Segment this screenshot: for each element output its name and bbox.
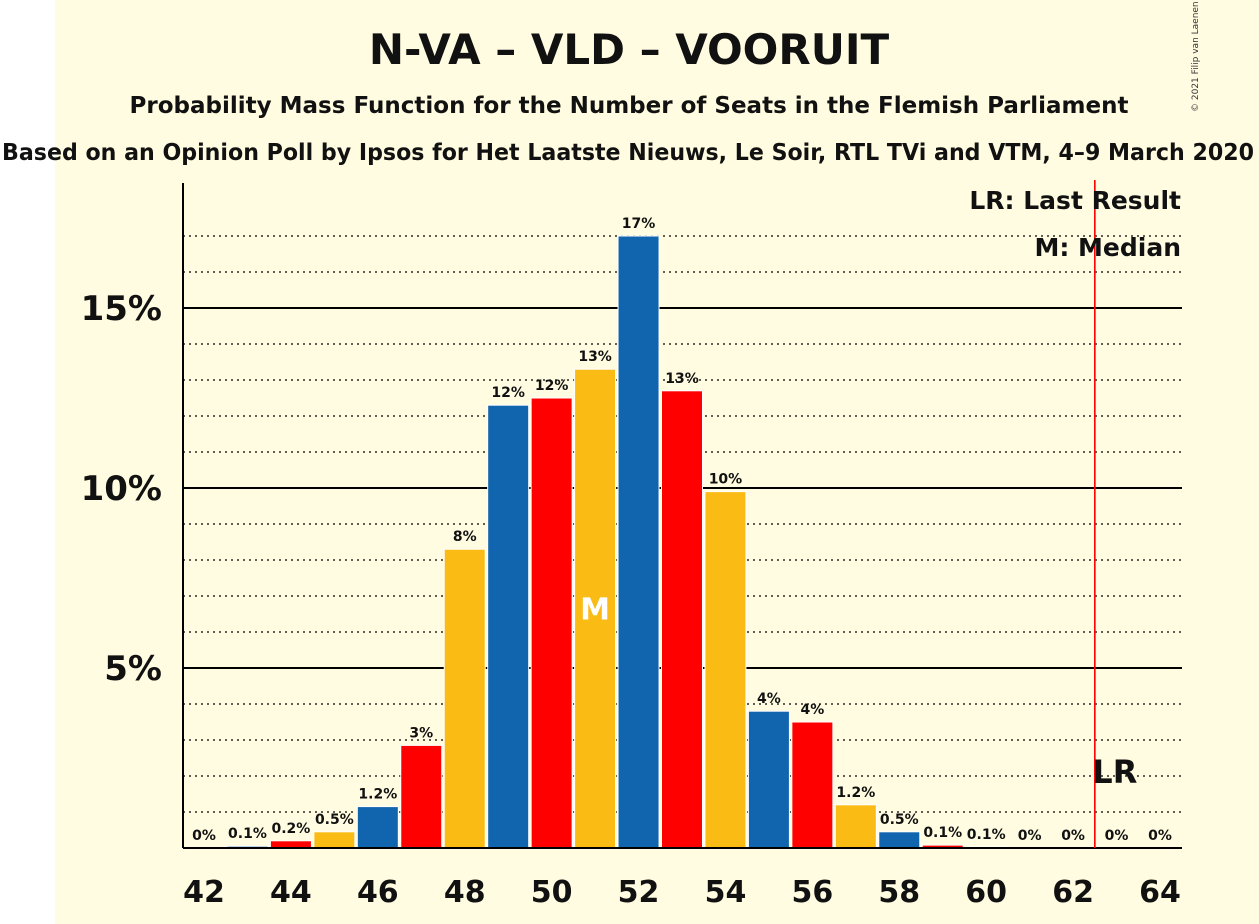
y-tick-label-10: 10% xyxy=(81,469,162,509)
x-tick-label-50: 50 xyxy=(531,875,573,910)
bar-44 xyxy=(269,840,312,849)
chart-title: N-VA – VLD – VOORUIT xyxy=(369,25,890,74)
bar-label-50: 12% xyxy=(535,378,569,394)
y-tick-label-15: 15% xyxy=(81,289,162,329)
x-tick-label-58: 58 xyxy=(878,875,920,910)
bar-label-44: 0.2% xyxy=(271,821,310,837)
x-tick-label-48: 48 xyxy=(444,875,486,910)
bar-label-54: 10% xyxy=(709,472,743,488)
bar-label-61: 0% xyxy=(1018,828,1042,844)
bar-45 xyxy=(313,831,356,849)
bar-label-62: 0% xyxy=(1061,828,1085,844)
x-tick-label-52: 52 xyxy=(618,875,660,910)
bar-56 xyxy=(791,721,834,849)
bar-label-48: 8% xyxy=(453,529,477,545)
bar-label-53: 13% xyxy=(665,371,699,387)
bar-label-52: 17% xyxy=(622,216,656,232)
median-marker: M xyxy=(580,593,610,628)
bar-53 xyxy=(661,390,703,849)
x-tick-label-56: 56 xyxy=(791,875,833,910)
x-tick-label-64: 64 xyxy=(1139,875,1181,910)
bar-label-60: 0.1% xyxy=(967,827,1006,843)
bar-label-46: 1.2% xyxy=(358,787,397,803)
bar-49 xyxy=(487,404,530,849)
chart-subtitle: Probability Mass Function for the Number… xyxy=(130,93,1129,119)
bar-label-58: 0.5% xyxy=(880,812,919,828)
x-tick-label-44: 44 xyxy=(270,875,312,910)
bar-label-63: 0% xyxy=(1105,828,1129,844)
chart-source: Based on an Opinion Poll by Ipsos for He… xyxy=(2,140,1254,166)
x-tick-label-62: 62 xyxy=(1052,875,1094,910)
bar-label-56: 4% xyxy=(800,702,824,718)
bar-48 xyxy=(443,548,486,849)
last-result-marker: LR xyxy=(1092,753,1137,791)
bar-54 xyxy=(704,491,747,849)
bar-label-64: 0% xyxy=(1148,828,1172,844)
y-tick-label-5: 5% xyxy=(104,649,162,689)
bar-label-51: 13% xyxy=(578,349,612,365)
x-tick-label-60: 60 xyxy=(965,875,1007,910)
bar-label-42: 0% xyxy=(192,828,216,844)
bar-52 xyxy=(617,235,660,849)
bar-label-43: 0.1% xyxy=(228,826,267,842)
bar-46 xyxy=(356,806,399,849)
bar-50 xyxy=(530,397,573,849)
bar-label-49: 12% xyxy=(491,385,525,401)
bar-label-47: 3% xyxy=(409,725,433,741)
bar-58 xyxy=(878,831,921,849)
bar-57 xyxy=(834,804,877,849)
x-tick-label-54: 54 xyxy=(705,875,747,910)
bar-55 xyxy=(747,710,790,849)
bar-label-45: 0.5% xyxy=(315,812,354,828)
bar-label-55: 4% xyxy=(757,691,781,707)
copyright-notice: © 2021 Filip van Laenen xyxy=(1191,1,1201,112)
bar-47 xyxy=(400,744,443,849)
bar-label-59: 0.1% xyxy=(923,825,962,841)
x-tick-label-46: 46 xyxy=(357,875,399,910)
legend-last-result: LR: Last Result xyxy=(969,186,1181,215)
bar-51 xyxy=(574,368,617,849)
legend-median: M: Median xyxy=(1034,233,1181,262)
x-tick-label-42: 42 xyxy=(183,875,225,910)
bar-label-57: 1.2% xyxy=(836,785,875,801)
